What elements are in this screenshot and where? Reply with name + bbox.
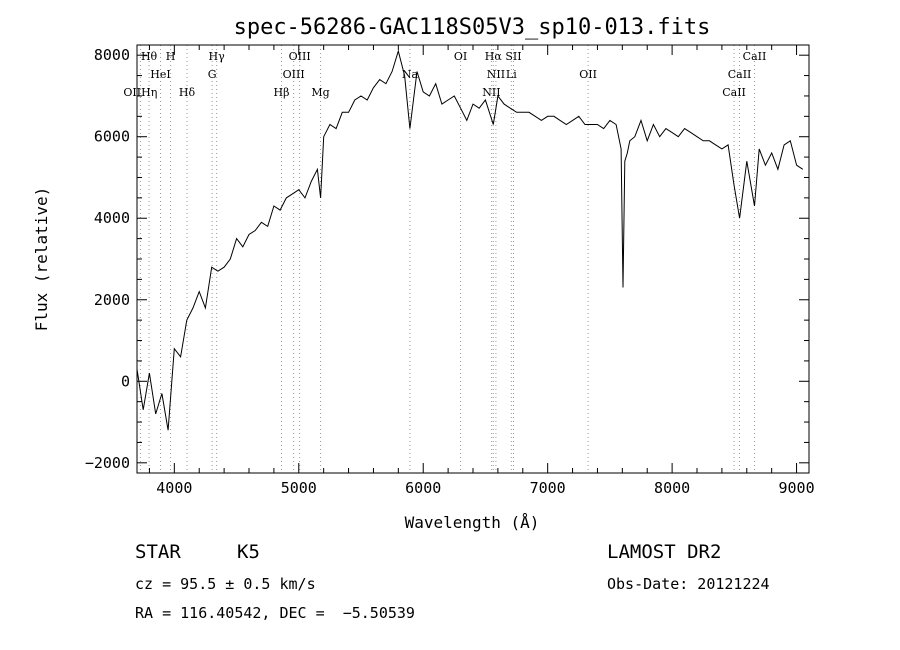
x-tick-label: 4000 <box>156 479 192 497</box>
spectral-line-label-9: G <box>208 68 217 81</box>
spectral-line-label-5: Hα <box>485 50 503 63</box>
spectral-line-label-16: OIIHη <box>123 86 157 99</box>
object-class: STAR <box>135 541 181 563</box>
spectral-line-label-12: NII <box>487 68 505 81</box>
x-axis-label: Wavelength (Å) <box>405 513 540 532</box>
spectral-line-label-3: OIII <box>289 50 311 63</box>
spectral-line-label-15: CaII <box>728 68 752 81</box>
y-tick-label: −2000 <box>85 454 130 472</box>
y-tick-label: 2000 <box>94 291 130 309</box>
y-tick-label: 0 <box>121 372 130 390</box>
observation-date: Obs-Date: 20121224 <box>607 575 770 593</box>
x-tick-label: 9000 <box>778 479 814 497</box>
spectral-line-label-21: CaII <box>722 86 746 99</box>
spectral-line-label-20: NII <box>482 86 500 99</box>
object-subclass: K5 <box>237 541 260 563</box>
spectral-line-label-7: CaII <box>743 50 767 63</box>
redshift-velocity: cz = 95.5 ± 0.5 km/s <box>135 575 316 593</box>
sky-coordinates: RA = 116.40542, DEC = −5.50539 <box>135 604 415 622</box>
spectral-line-label-14: OII <box>579 68 597 81</box>
spectral-line-label-2: Hγ <box>209 50 226 63</box>
spectral-line-label-6: SII <box>505 50 521 63</box>
y-axis-label: Flux (relative) <box>32 187 51 332</box>
x-tick-label: 6000 <box>405 479 441 497</box>
spectral-line-label-18: Hβ <box>274 86 290 99</box>
spectral-line-label-10: OIII <box>283 68 305 81</box>
y-tick-label: 4000 <box>94 209 130 227</box>
spectral-line-label-17: Hδ <box>179 86 196 99</box>
spectral-line-label-1: H <box>166 50 176 63</box>
spectral-line-label-19: Mg <box>311 86 329 99</box>
spectral-line-label-8: HeI <box>150 68 170 81</box>
spectral-line-label-13: Li <box>506 68 517 81</box>
spectral-line-label-11: Na <box>402 68 419 81</box>
y-tick-label: 8000 <box>94 46 130 64</box>
survey-name: LAMOST DR2 <box>607 541 722 563</box>
x-tick-label: 7000 <box>530 479 566 497</box>
spectral-line-label-4: OI <box>454 50 467 63</box>
x-tick-label: 5000 <box>281 479 317 497</box>
chart-title: spec-56286-GAC118S05V3_sp10-013.fits <box>234 15 711 40</box>
y-tick-label: 6000 <box>94 128 130 146</box>
x-tick-label: 8000 <box>654 479 690 497</box>
spectral-line-label-0: Hθ <box>141 50 158 63</box>
plot-frame <box>136 44 810 474</box>
spectrum-line <box>136 49 804 431</box>
